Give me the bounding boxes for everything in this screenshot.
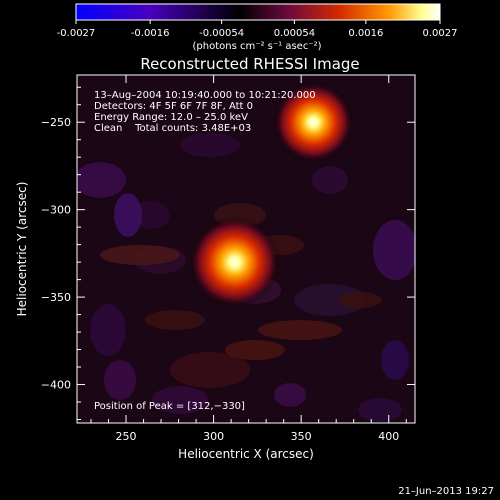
colorbar-tick-label: 0.0016 bbox=[348, 28, 383, 39]
info-line-energy: Energy Range: 12.0 – 25.0 keV bbox=[94, 112, 248, 123]
y-tick-label: −300 bbox=[41, 204, 71, 217]
texture-patch bbox=[312, 166, 348, 194]
colorbar-tick-label: 0.0027 bbox=[423, 28, 458, 39]
texture-patch bbox=[100, 245, 180, 265]
texture-patch bbox=[145, 310, 205, 330]
texture-patch bbox=[381, 340, 409, 380]
y-axis: −250 −300 −350 −400 bbox=[41, 86, 415, 421]
texture-patch bbox=[114, 193, 142, 237]
texture-patch bbox=[152, 386, 208, 414]
texture-patch bbox=[338, 292, 382, 308]
x-tick-label: 300 bbox=[203, 430, 224, 443]
texture-patch bbox=[225, 340, 285, 360]
y-tick-label: −350 bbox=[41, 291, 71, 304]
plot-area bbox=[77, 75, 415, 423]
info-line-detectors: Detectors: 4F 5F 6F 7F 8F, Att 0 bbox=[94, 101, 253, 112]
texture-patch bbox=[104, 360, 136, 400]
plot-frame bbox=[76, 74, 416, 424]
info-block: 13–Aug–2004 10:19:40.000 to 10:21:20.000… bbox=[94, 90, 316, 134]
colorbar-tick-label: -0.00054 bbox=[199, 28, 244, 39]
y-tick-label: −400 bbox=[41, 379, 71, 392]
sources bbox=[188, 81, 355, 309]
texture-patch bbox=[77, 162, 126, 198]
info-line-clean: Clean Total counts: 3.48E+03 bbox=[94, 123, 251, 134]
x-axis: 250 300 350 400 bbox=[90, 75, 407, 443]
colorbar-gradient bbox=[75, 3, 441, 21]
peak-source bbox=[188, 216, 281, 309]
colorbar-ticks: -0.0027 -0.0016 -0.00054 0.00054 0.0016 0.002… bbox=[57, 20, 458, 39]
texture-patch bbox=[294, 284, 366, 316]
y-tick-label: −250 bbox=[41, 116, 71, 129]
info-line-time: 13–Aug–2004 10:19:40.000 to 10:21:20.000 bbox=[94, 90, 316, 101]
colorbar-units: (photons cm⁻² s⁻¹ asec⁻²) bbox=[192, 41, 321, 52]
background-texture bbox=[77, 133, 415, 422]
y-axis-label: Heliocentric Y (arcsec) bbox=[15, 182, 29, 317]
colorbar-tick-label: -0.0027 bbox=[57, 28, 96, 39]
chart-title: Reconstructed RHESSI Image bbox=[140, 55, 359, 73]
texture-patch bbox=[373, 220, 415, 280]
x-tick-label: 250 bbox=[116, 430, 137, 443]
x-axis-label: Heliocentric X (arcsec) bbox=[178, 447, 314, 461]
texture-patch bbox=[170, 352, 250, 388]
colorbar-tick-label: -0.0016 bbox=[131, 28, 170, 39]
texture-patch bbox=[90, 304, 126, 356]
secondary-source bbox=[272, 81, 355, 163]
texture-patch bbox=[258, 320, 342, 340]
texture-patch bbox=[180, 133, 240, 157]
x-tick-label: 400 bbox=[378, 430, 399, 443]
texture-patch bbox=[358, 398, 402, 422]
peak-position-label: Position of Peak = [312,−330] bbox=[94, 401, 245, 412]
texture-patch bbox=[274, 383, 306, 407]
colorbar-tick-label: 0.00054 bbox=[274, 28, 315, 39]
footer-timestamp: 21–Jun–2013 19:27 bbox=[398, 486, 494, 497]
x-tick-label: 350 bbox=[291, 430, 312, 443]
colorbar: -0.0027 -0.0016 -0.00054 0.00054 0.0016 0.002… bbox=[57, 3, 458, 52]
